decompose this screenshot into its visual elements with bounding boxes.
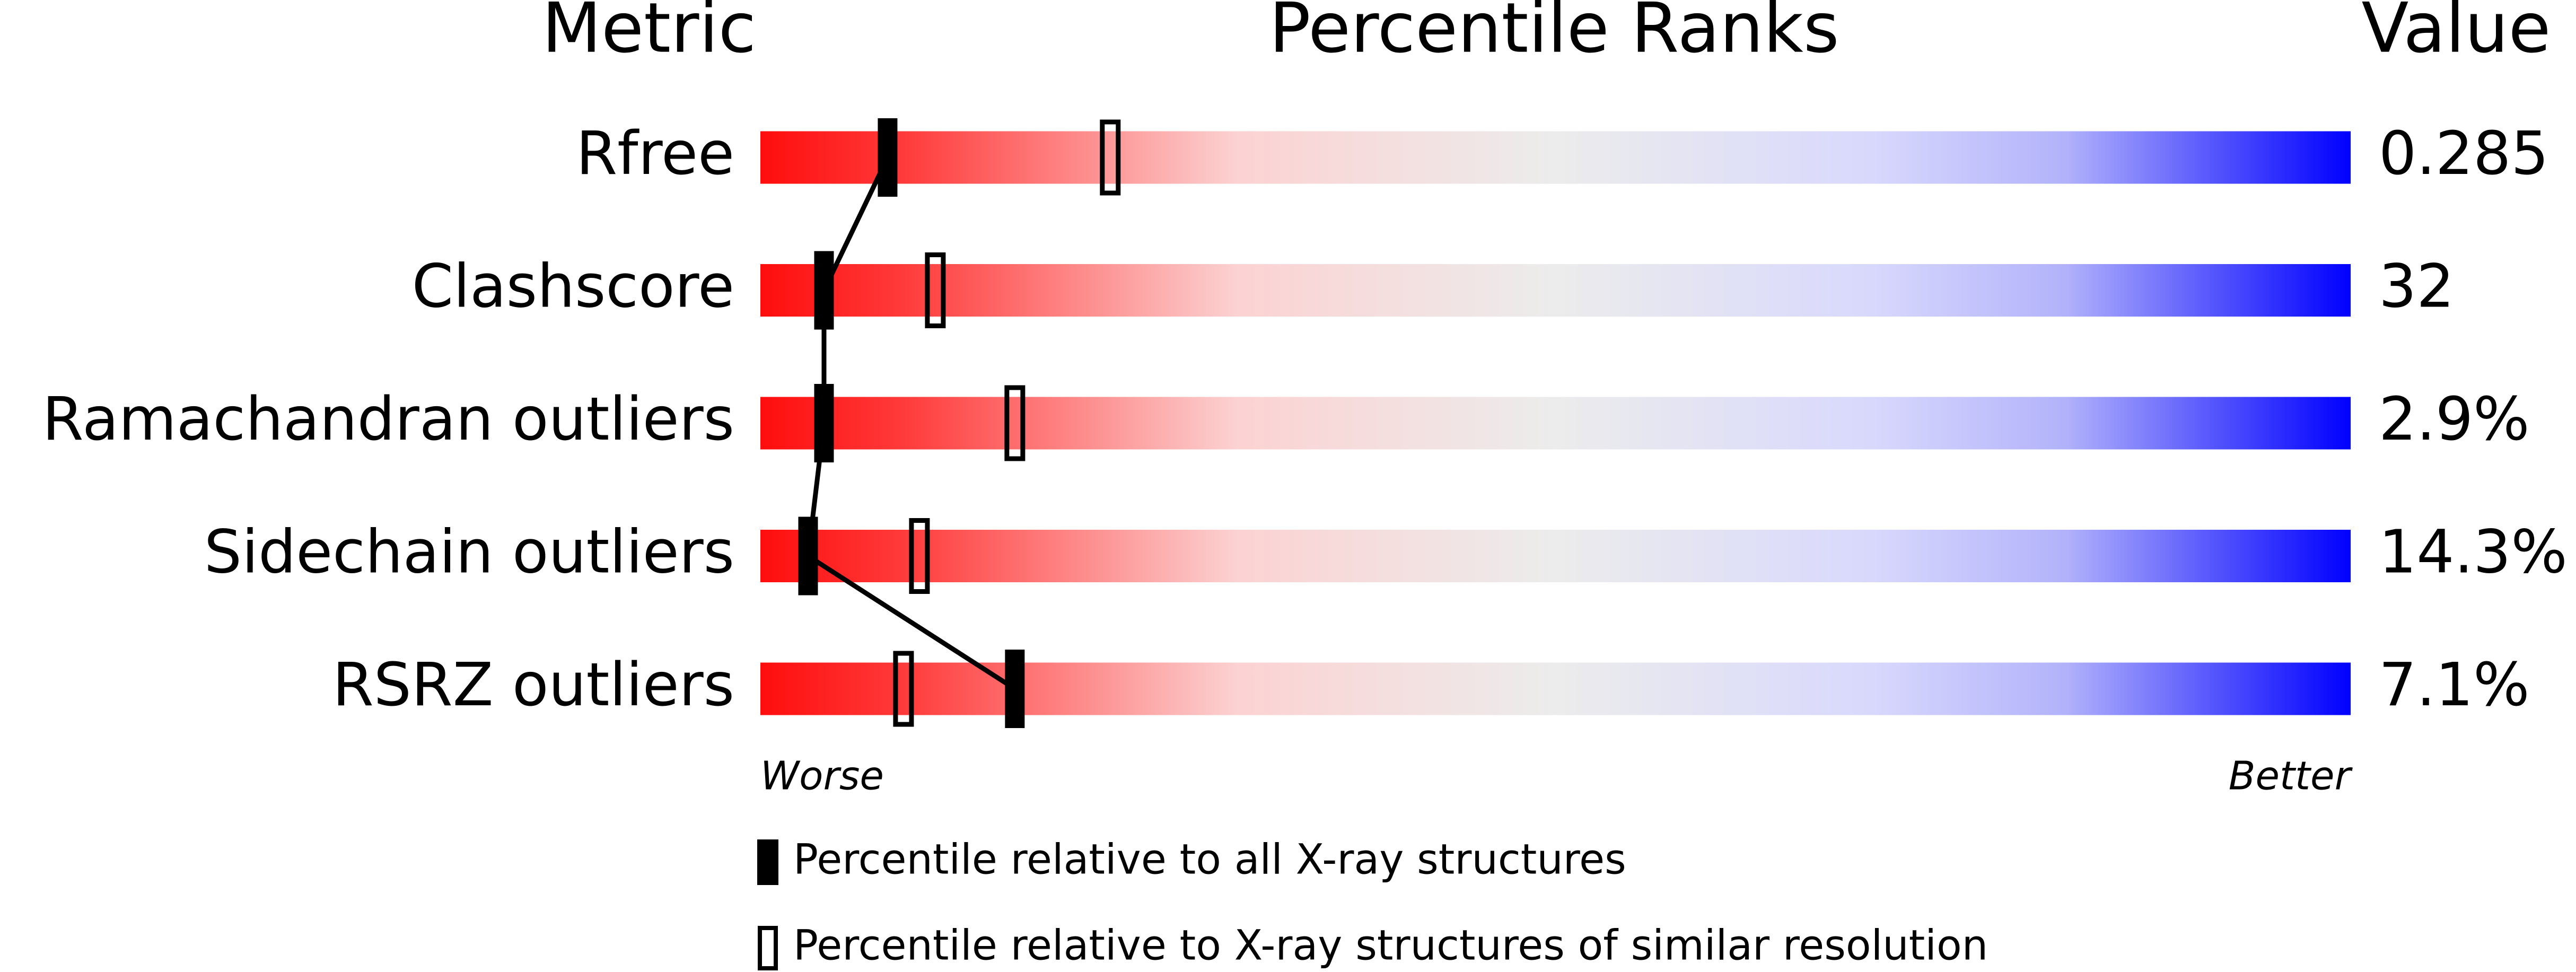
marker-all xyxy=(814,251,834,330)
metric-label: Clashscore xyxy=(412,252,734,321)
metric-header: Metric xyxy=(542,0,756,68)
marker-similar xyxy=(909,518,930,594)
metric-value: 7.1% xyxy=(2379,651,2530,720)
metric-value: 2.9% xyxy=(2379,385,2530,454)
marker-all xyxy=(878,118,898,197)
percentile-bar xyxy=(760,397,2351,450)
marker-all xyxy=(798,516,818,596)
percentile-bar xyxy=(760,131,2351,184)
metric-label: Sidechain outliers xyxy=(204,518,734,586)
value-header: Value xyxy=(2362,0,2551,68)
marker-similar xyxy=(925,252,946,328)
better-label: Better xyxy=(2229,754,2353,799)
legend-label: Percentile relative to all X-ray structu… xyxy=(793,836,1626,883)
marker-all xyxy=(814,384,834,462)
worse-label: Worse xyxy=(760,754,884,799)
legend-icon xyxy=(757,839,778,885)
metric-value: 14.3% xyxy=(2379,518,2568,586)
legend-label: Percentile relative to X-ray structures … xyxy=(793,922,1988,969)
metric-label: RSRZ outliers xyxy=(332,651,734,720)
percentile-bar xyxy=(760,662,2351,715)
metric-label: Rfree xyxy=(576,119,734,188)
marker-similar xyxy=(893,651,914,727)
ranks-header: Percentile Ranks xyxy=(1269,0,1839,68)
metric-label: Ramachandran outliers xyxy=(42,385,734,454)
marker-all xyxy=(1005,650,1025,728)
percentile-bar xyxy=(760,530,2351,582)
percentile-bar xyxy=(760,264,2351,317)
metric-value: 32 xyxy=(2379,252,2455,321)
marker-similar xyxy=(1004,385,1026,461)
legend-icon xyxy=(758,926,778,970)
metric-value: 0.285 xyxy=(2379,119,2549,188)
marker-similar xyxy=(1100,119,1121,196)
